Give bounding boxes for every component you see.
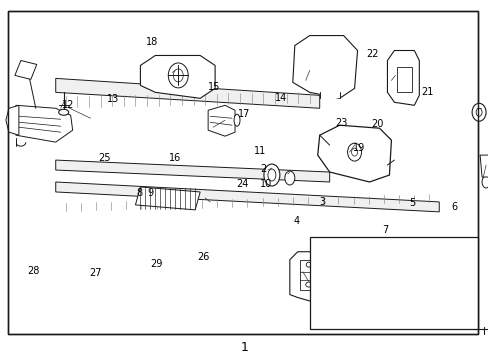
Text: 19: 19 — [352, 143, 365, 153]
Text: 18: 18 — [145, 37, 158, 47]
Bar — [299, 260, 317, 289]
Ellipse shape — [264, 164, 279, 186]
Text: 12: 12 — [61, 100, 74, 110]
Ellipse shape — [234, 114, 240, 126]
Ellipse shape — [481, 176, 488, 188]
Polygon shape — [15, 60, 37, 80]
Text: 26: 26 — [197, 252, 209, 262]
Polygon shape — [140, 55, 215, 98]
Bar — [397, 67, 411, 92]
Text: 17: 17 — [238, 109, 250, 119]
Text: 1: 1 — [240, 341, 248, 354]
Text: 23: 23 — [335, 118, 347, 128]
Text: 9: 9 — [147, 188, 153, 198]
Polygon shape — [289, 252, 319, 302]
Ellipse shape — [168, 63, 188, 88]
Polygon shape — [361, 250, 438, 310]
Ellipse shape — [285, 171, 294, 185]
Text: 27: 27 — [89, 268, 102, 278]
Ellipse shape — [305, 282, 311, 287]
Polygon shape — [373, 257, 421, 292]
Text: 25: 25 — [98, 153, 111, 163]
Text: 16: 16 — [169, 153, 181, 163]
Ellipse shape — [475, 108, 481, 116]
Ellipse shape — [267, 169, 275, 181]
Text: 6: 6 — [450, 202, 456, 212]
Text: 2: 2 — [259, 164, 265, 174]
Polygon shape — [135, 187, 200, 210]
Ellipse shape — [305, 262, 310, 267]
Text: 20: 20 — [370, 120, 383, 129]
Polygon shape — [292, 36, 357, 98]
Polygon shape — [386, 50, 419, 105]
Ellipse shape — [173, 69, 183, 82]
Polygon shape — [16, 105, 73, 142]
Text: 13: 13 — [107, 94, 119, 104]
Polygon shape — [56, 160, 329, 182]
Polygon shape — [479, 155, 488, 177]
Ellipse shape — [471, 103, 485, 121]
Polygon shape — [208, 105, 235, 136]
Text: 14: 14 — [274, 93, 286, 103]
Bar — [309, 237, 477, 329]
Polygon shape — [56, 182, 438, 212]
Polygon shape — [319, 88, 339, 98]
Text: 21: 21 — [420, 87, 432, 97]
Text: 4: 4 — [293, 216, 300, 226]
Text: 7: 7 — [382, 225, 388, 235]
Text: 5: 5 — [408, 198, 415, 208]
Text: 24: 24 — [235, 179, 248, 189]
Ellipse shape — [59, 109, 68, 115]
Ellipse shape — [351, 148, 357, 156]
Polygon shape — [317, 125, 390, 182]
Polygon shape — [56, 78, 319, 108]
Text: 8: 8 — [137, 188, 142, 198]
Text: 29: 29 — [150, 259, 163, 269]
Text: 22: 22 — [366, 49, 378, 59]
Polygon shape — [6, 105, 19, 135]
Text: 11: 11 — [254, 146, 266, 156]
Ellipse shape — [347, 143, 361, 161]
Text: 28: 28 — [27, 266, 40, 276]
Text: 3: 3 — [319, 197, 325, 207]
Text: 10: 10 — [260, 179, 272, 189]
Text: 15: 15 — [208, 82, 220, 92]
